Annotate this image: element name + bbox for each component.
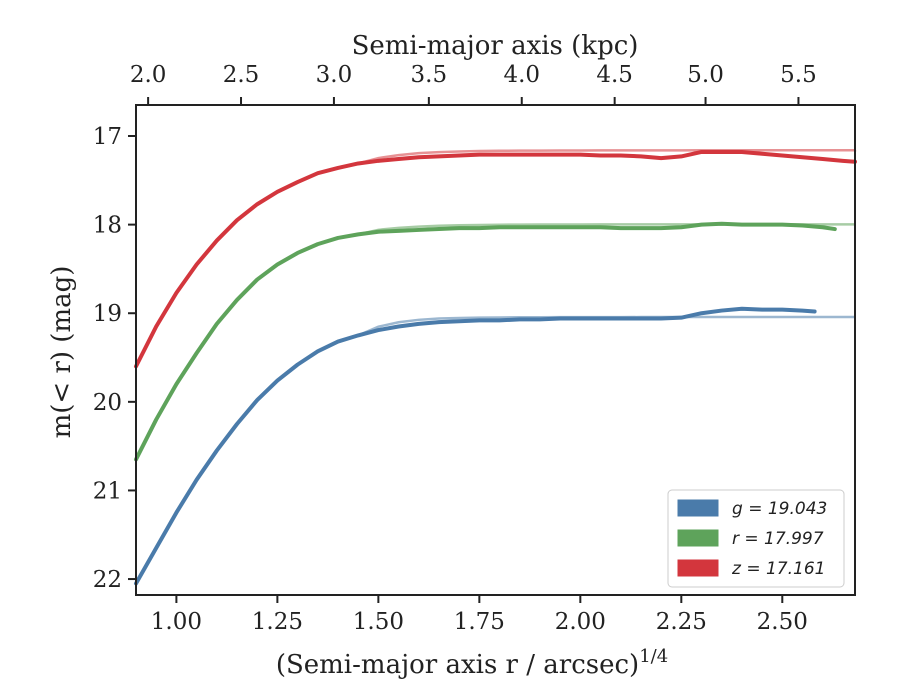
- legend-label-1: r = 17.997: [732, 529, 824, 549]
- x-tick-label-5: 2.25: [656, 609, 707, 635]
- legend-swatch-1: [677, 529, 719, 547]
- y-axis-title: m(< r) (mag): [47, 266, 77, 439]
- top-axis-title: Semi-major axis (kpc): [352, 31, 639, 61]
- series-0: [134, 306, 856, 586]
- plot-frame: [135, 104, 856, 596]
- series-2-model-line: [134, 149, 857, 367]
- y-tick-label-3: 20: [93, 390, 122, 416]
- top-tick-label-7: 5.5: [780, 62, 817, 88]
- x-tick-label-0: 1.00: [151, 609, 202, 635]
- series-2: [134, 149, 857, 369]
- x-tick-label-6: 2.50: [757, 609, 808, 635]
- top-axis: 2.0 2.5 3.0 3.5 4.0 4.5 5.0 5.5: [130, 62, 817, 105]
- series-1-line: [134, 221, 837, 462]
- x-axis-title-exponent: 1/4: [639, 646, 668, 667]
- x-tick-label-1: 1.25: [252, 609, 303, 635]
- legend: g = 19.043 r = 17.997 z = 17.161: [667, 489, 845, 588]
- y-tick-label-2: 19: [93, 301, 122, 327]
- legend-swatch-0: [677, 499, 719, 517]
- x-tick-label-2: 1.50: [353, 609, 404, 635]
- bottom-axis: 1.00 1.25 1.50 1.75 2.00 2.25 2.50: [151, 595, 808, 635]
- legend-label-2: z = 17.161: [731, 559, 825, 579]
- top-tick-label-6: 5.0: [687, 62, 724, 88]
- series-1: [134, 221, 856, 462]
- series-2-line: [134, 149, 857, 369]
- top-tick-label-3: 3.5: [411, 62, 448, 88]
- y-tick-label-0: 17: [93, 124, 122, 150]
- top-tick-label-1: 2.5: [223, 62, 260, 88]
- x-axis-title: (Semi-major axis r / arcsec)1/4: [276, 646, 668, 680]
- y-tick-label-1: 18: [93, 213, 122, 239]
- x-tick-label-3: 1.75: [454, 609, 505, 635]
- legend-items: g = 19.043 r = 17.997 z = 17.161: [677, 499, 827, 579]
- legend-swatch-2: [677, 559, 719, 577]
- y-tick-label-4: 21: [93, 478, 122, 504]
- top-tick-label-0: 2.0: [130, 62, 167, 88]
- legend-label-0: g = 19.043: [732, 499, 827, 519]
- x-tick-label-4: 2.00: [555, 609, 606, 635]
- y-tick-label-5: 22: [93, 567, 122, 593]
- series-0-line: [134, 306, 817, 586]
- top-tick-label-4: 4.0: [503, 62, 540, 88]
- top-tick-label-5: 4.5: [596, 62, 633, 88]
- series-1-model-line: [134, 223, 856, 460]
- left-axis: 17 18 19 20 21 22: [93, 124, 136, 593]
- top-tick-label-2: 3.0: [316, 62, 353, 88]
- series-layer: [134, 149, 857, 586]
- x-axis-title-main: (Semi-major axis r / arcsec): [276, 650, 639, 680]
